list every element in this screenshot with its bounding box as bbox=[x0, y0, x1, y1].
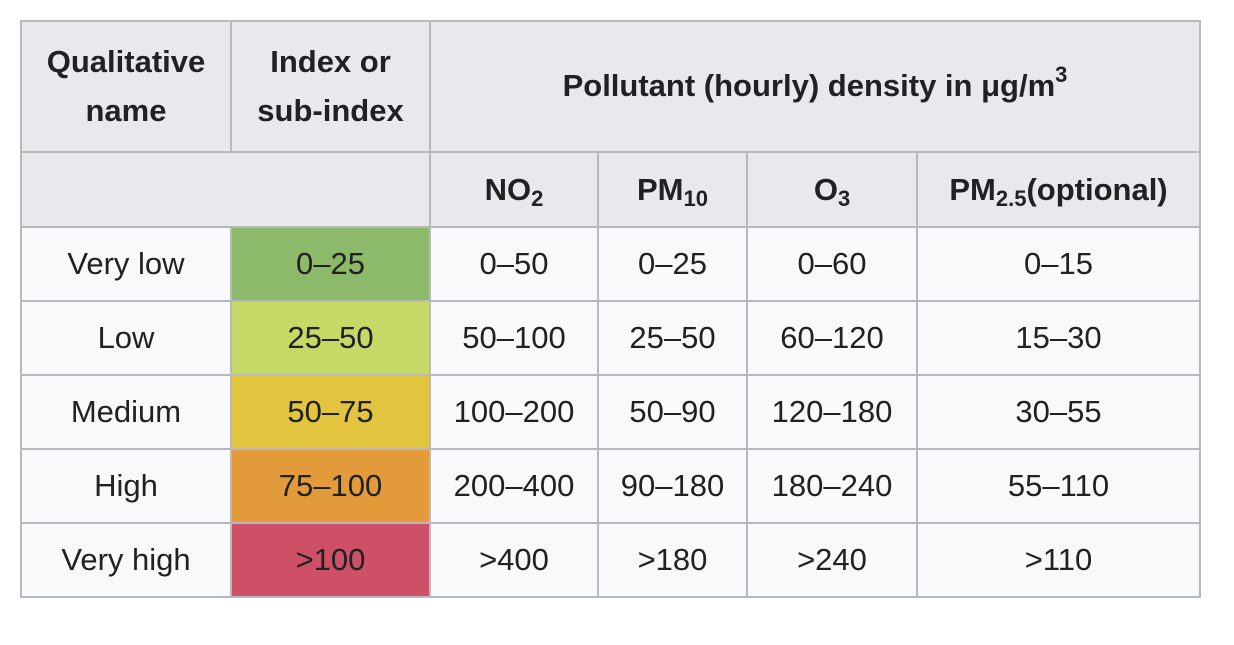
header-qualitative-name: Qualitative name bbox=[20, 20, 232, 153]
index-cell: 75–100 bbox=[230, 448, 431, 524]
pollutant-header-o3: O3 bbox=[746, 151, 918, 228]
pollutant-base: O bbox=[813, 171, 838, 207]
pollutant-value-cell: 50–90 bbox=[597, 374, 748, 450]
header-qualitative-name-line2: name bbox=[85, 92, 167, 128]
pollutant-value-cell: 0–60 bbox=[746, 226, 918, 302]
pollutant-value-cell: >240 bbox=[746, 522, 918, 598]
pollutant-value-cell: 120–180 bbox=[746, 374, 918, 450]
header-row: Qualitative name Index or sub-index Poll… bbox=[20, 20, 1201, 153]
pollutant-value-cell: 60–120 bbox=[746, 300, 918, 376]
table-row: Low 25–50 50–100 25–50 60–120 15–30 bbox=[20, 300, 1201, 376]
pollutant-value-cell: 25–50 bbox=[597, 300, 748, 376]
pollutant-subscript: 2 bbox=[531, 185, 544, 211]
pollutant-base: NO bbox=[484, 171, 532, 207]
qualitative-name-cell: Low bbox=[20, 300, 232, 376]
pollutant-base: PM bbox=[637, 171, 684, 207]
pollutant-header-pm25: PM2.5(optional) bbox=[916, 151, 1201, 228]
pollutant-value-cell: 200–400 bbox=[429, 448, 599, 524]
qualitative-name-cell: High bbox=[20, 448, 232, 524]
index-cell: 25–50 bbox=[230, 300, 431, 376]
pollutant-header-pm10: PM10 bbox=[597, 151, 748, 228]
pollutant-header-row: NO2 PM10 O3 PM2.5(optional) bbox=[20, 151, 1201, 228]
pollutant-value-cell: >110 bbox=[916, 522, 1201, 598]
pollutant-value-cell: 0–15 bbox=[916, 226, 1201, 302]
pollutant-value-cell: 0–50 bbox=[429, 226, 599, 302]
header-qualitative-name-line1: Qualitative bbox=[46, 44, 206, 80]
header-index-line2: sub-index bbox=[257, 92, 404, 128]
pollutant-value-cell: 50–100 bbox=[429, 300, 599, 376]
qualitative-name-cell: Very low bbox=[20, 226, 232, 302]
pollutant-value-cell: >400 bbox=[429, 522, 599, 598]
header-pollutant-density: Pollutant (hourly) density in μg/m3 bbox=[429, 20, 1201, 153]
pollutant-value-cell: 180–240 bbox=[746, 448, 918, 524]
pollutant-value-cell: 90–180 bbox=[597, 448, 748, 524]
index-cell: 0–25 bbox=[230, 226, 431, 302]
qualitative-name-cell: Medium bbox=[20, 374, 232, 450]
table-row: Very low 0–25 0–50 0–25 0–60 0–15 bbox=[20, 226, 1201, 302]
pollutant-value-cell: 55–110 bbox=[916, 448, 1201, 524]
pollutant-subscript: 3 bbox=[837, 185, 851, 211]
table-body: Very low 0–25 0–50 0–25 0–60 0–15 Low 25–50 50–1… bbox=[20, 226, 1201, 598]
pollutant-value-cell: 100–200 bbox=[429, 374, 599, 450]
table-row: High 75–100 200–400 90–180 180–240 55–110 bbox=[20, 448, 1201, 524]
header-index-line1: Index or bbox=[270, 44, 391, 80]
table-row: Very high >100 >400 >180 >240 >110 bbox=[20, 522, 1201, 598]
air-quality-table: Qualitative name Index or sub-index Poll… bbox=[20, 20, 1201, 598]
index-cell: >100 bbox=[230, 522, 431, 598]
table-row: Medium 50–75 100–200 50–90 120–180 30–55 bbox=[20, 374, 1201, 450]
pollutant-value-cell: >180 bbox=[597, 522, 748, 598]
pollutant-header-blank bbox=[20, 151, 431, 228]
pollutant-value-cell: 30–55 bbox=[916, 374, 1201, 450]
pollutant-subscript: 10 bbox=[683, 185, 708, 211]
qualitative-name-cell: Very high bbox=[20, 522, 232, 598]
header-pollutant-density-sup: 3 bbox=[1055, 62, 1068, 88]
index-cell: 50–75 bbox=[230, 374, 431, 450]
pollutant-subscript: 2.5 bbox=[995, 185, 1027, 211]
pollutant-suffix: (optional) bbox=[1026, 171, 1168, 207]
pollutant-value-cell: 0–25 bbox=[597, 226, 748, 302]
pollutant-base: PM bbox=[949, 171, 996, 207]
pollutant-header-no2: NO2 bbox=[429, 151, 599, 228]
header-index: Index or sub-index bbox=[230, 20, 431, 153]
header-pollutant-density-text: Pollutant (hourly) density in μg/m bbox=[562, 68, 1056, 104]
pollutant-value-cell: 15–30 bbox=[916, 300, 1201, 376]
